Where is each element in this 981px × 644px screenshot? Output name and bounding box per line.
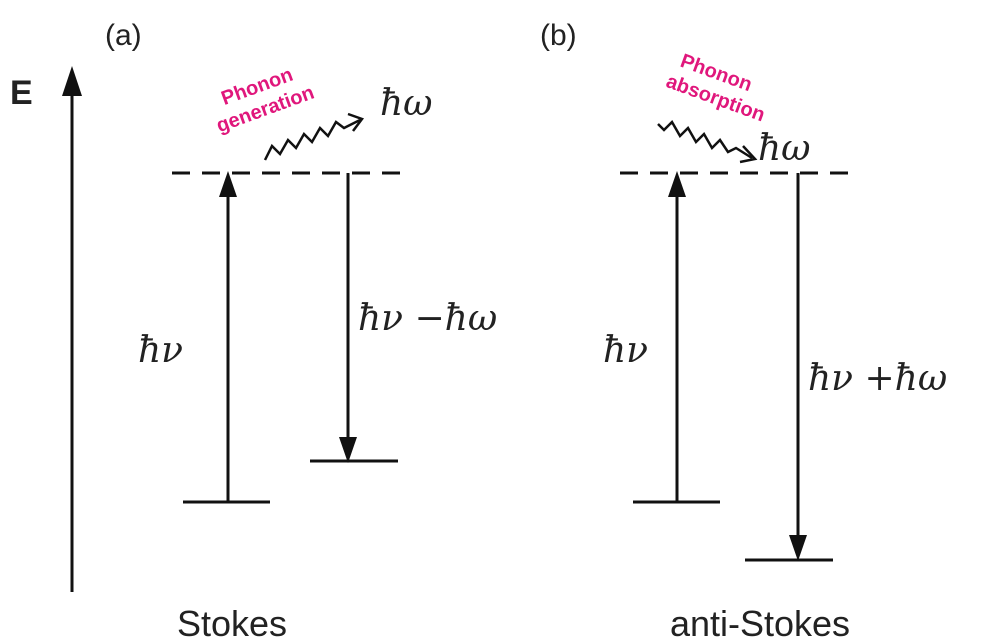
panel-tag: (a) [105, 19, 142, 52]
phonon-energy: ħω [380, 83, 433, 124]
phonon-energy: ħω [758, 128, 811, 169]
axis-label: E [10, 74, 33, 112]
excitation-label: ħν [138, 330, 183, 371]
phonon-wave [657, 119, 753, 160]
panel-caption: Stokes [177, 603, 287, 644]
arrowhead [219, 171, 237, 197]
emission-label: ħν +ħω [808, 358, 947, 399]
phonon-wave [263, 118, 361, 161]
phonon-arrowhead [739, 145, 758, 164]
panel-caption: anti-Stokes [670, 603, 850, 644]
arrowhead [668, 171, 686, 197]
arrowhead [339, 437, 357, 463]
arrowhead [789, 535, 807, 561]
axis-arrowhead [62, 66, 82, 96]
panel-tag: (b) [540, 19, 577, 52]
excitation-label: ħν [603, 330, 648, 371]
phonon-arrowhead [347, 112, 365, 132]
emission-label: ħν −ħω [358, 298, 497, 339]
